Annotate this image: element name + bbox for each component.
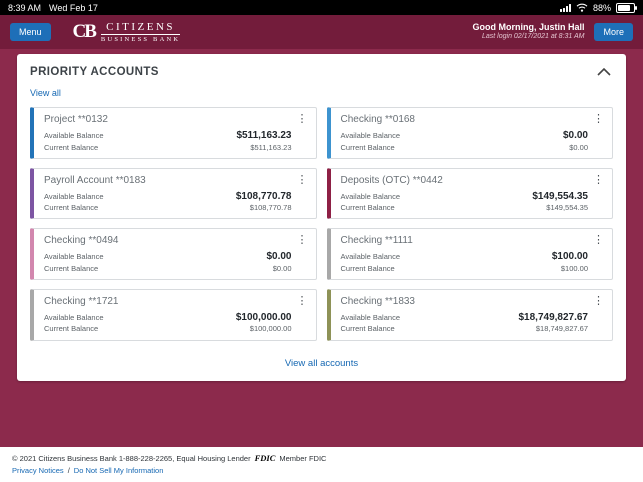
bank-logo: CB CITIZENS BUSINESS BANK	[73, 21, 181, 44]
bank-name-top: CITIZENS	[106, 20, 176, 33]
current-balance-label: Current Balance	[340, 324, 395, 334]
current-balance-value: $100,000.00	[249, 324, 292, 334]
kebab-menu-icon[interactable]: ⋮	[593, 113, 604, 125]
current-balance-value: $18,749,827.67	[535, 324, 588, 334]
account-name: Deposits (OTC) **0442	[340, 174, 443, 186]
wifi-icon	[576, 3, 588, 12]
current-balance-label: Current Balance	[44, 263, 99, 273]
fdic-logo: FDIC	[254, 453, 276, 463]
cb-monogram-icon: CB	[72, 21, 97, 43]
kebab-menu-icon[interactable]: ⋮	[296, 234, 308, 247]
menu-button[interactable]: Menu	[10, 23, 51, 41]
account-card[interactable]: Deposits (OTC) **0442 Available Balance …	[326, 167, 613, 220]
current-balance-value: $100.00	[560, 263, 588, 273]
accounts-grid: Project **0132 Available Balance $511,16…	[30, 107, 613, 341]
account-card[interactable]: Checking **1833 Available Balance $18,74…	[326, 288, 613, 341]
copyright-text: © 2021 Citizens Business Bank 1-888-228-…	[12, 453, 251, 463]
greeting-text: Good Morning, Justin Hall	[472, 22, 585, 33]
account-name: Project **0132	[44, 114, 108, 125]
current-balance-value: $108,770.78	[249, 203, 292, 213]
available-balance-label: Available Balance	[340, 191, 401, 201]
kebab-menu-icon[interactable]: ⋮	[593, 234, 604, 247]
battery-icon	[616, 2, 637, 13]
available-balance-label: Available Balance	[44, 131, 104, 140]
available-balance-value: $100,000.00	[235, 311, 292, 323]
available-balance-value: $18,749,827.67	[518, 311, 588, 323]
current-balance-value: $511,163.23	[250, 142, 292, 152]
privacy-notices-link[interactable]: Privacy Notices	[12, 466, 64, 475]
account-card[interactable]: Checking **1721 Available Balance $100,0…	[30, 288, 317, 341]
current-balance-label: Current Balance	[44, 203, 99, 213]
current-balance-label: Current Balance	[340, 263, 395, 273]
available-balance-value: $100.00	[551, 251, 588, 263]
available-balance-label: Available Balance	[340, 312, 401, 322]
status-bar: 8:39 AM Wed Feb 17 88%	[0, 0, 643, 15]
available-balance-label: Available Balance	[340, 252, 401, 262]
greeting-block: Good Morning, Justin Hall Last login 02/…	[472, 22, 584, 41]
do-not-sell-link[interactable]: Do Not Sell My Information	[73, 466, 164, 475]
main-content: PRIORITY ACCOUNTS View all Project **013…	[0, 49, 643, 447]
available-balance-label: Available Balance	[44, 252, 104, 262]
available-balance-value: $511,163.23	[236, 130, 292, 141]
account-card[interactable]: Project **0132 Available Balance $511,16…	[30, 107, 317, 159]
account-name: Checking **0494	[44, 235, 119, 247]
collapse-chevron-icon[interactable]	[595, 66, 613, 78]
available-balance-label: Available Balance	[44, 312, 104, 322]
cellular-signal-icon	[559, 3, 571, 12]
account-name: Checking **0168	[340, 114, 416, 125]
priority-accounts-panel: PRIORITY ACCOUNTS View all Project **013…	[17, 54, 626, 381]
account-name: Checking **1111	[340, 235, 413, 247]
available-balance-value: $0.00	[266, 251, 292, 263]
status-date: Wed Feb 17	[49, 2, 98, 13]
account-card[interactable]: Checking **0494 Available Balance $0.00 …	[30, 228, 317, 280]
account-card[interactable]: Payroll Account **0183 Available Balance…	[30, 167, 317, 220]
current-balance-label: Current Balance	[340, 203, 395, 213]
kebab-menu-icon[interactable]: ⋮	[296, 113, 308, 125]
battery-percent: 88%	[592, 2, 611, 13]
account-name: Checking **1721	[44, 295, 119, 307]
available-balance-label: Available Balance	[340, 131, 401, 140]
current-balance-label: Current Balance	[44, 324, 99, 334]
available-balance-value: $0.00	[562, 130, 588, 141]
view-all-link[interactable]: View all	[30, 88, 61, 98]
current-balance-value: $149,554.35	[546, 203, 588, 213]
current-balance-value: $0.00	[569, 142, 588, 152]
available-balance-value: $108,770.78	[235, 190, 292, 202]
kebab-menu-icon[interactable]: ⋮	[296, 294, 308, 307]
view-all-accounts-link[interactable]: View all accounts	[284, 357, 359, 369]
kebab-menu-icon[interactable]: ⋮	[593, 173, 604, 186]
status-time: 8:39 AM	[8, 2, 42, 13]
current-balance-value: $0.00	[272, 263, 292, 273]
member-fdic-text: Member FDIC	[279, 453, 327, 463]
app-header: Menu CB CITIZENS BUSINESS BANK Good Morn…	[0, 15, 643, 49]
account-card[interactable]: Checking **0168 Available Balance $0.00 …	[326, 107, 613, 159]
bank-name-bottom: BUSINESS BANK	[100, 33, 181, 43]
account-name: Payroll Account **0183	[44, 174, 146, 186]
account-card[interactable]: Checking **1111 Available Balance $100.0…	[326, 228, 613, 280]
footer-link-separator: /	[67, 466, 70, 475]
priority-accounts-title: PRIORITY ACCOUNTS	[30, 66, 159, 78]
account-name: Checking **1833	[340, 295, 416, 307]
available-balance-value: $149,554.35	[532, 190, 588, 202]
current-balance-label: Current Balance	[340, 142, 395, 152]
kebab-menu-icon[interactable]: ⋮	[593, 294, 604, 307]
current-balance-label: Current Balance	[44, 142, 99, 152]
more-button[interactable]: More	[594, 23, 633, 41]
available-balance-label: Available Balance	[44, 191, 104, 201]
last-login-text: Last login 02/17/2021 at 8:31 AM	[482, 33, 585, 41]
kebab-menu-icon[interactable]: ⋮	[296, 173, 308, 186]
footer: © 2021 Citizens Business Bank 1-888-228-…	[0, 447, 643, 482]
